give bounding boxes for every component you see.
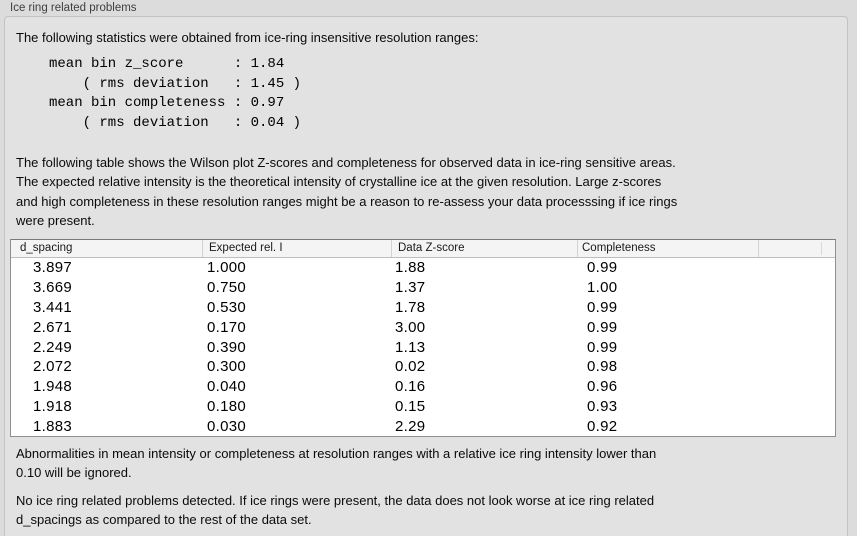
table-cell: 2.072 bbox=[33, 358, 73, 376]
table-row[interactable]: 1.918 0.180 0.15 0.93 bbox=[11, 397, 835, 417]
column-header-completeness[interactable]: Completeness bbox=[577, 240, 758, 257]
table-cell-filler bbox=[758, 338, 835, 358]
table-cell: 2.249 bbox=[33, 338, 73, 356]
table-header-row: d_spacing Expected rel. I Data Z-score Comp… bbox=[11, 240, 835, 258]
table-cell: 0.92 bbox=[587, 418, 618, 435]
table-cell: 0.300 bbox=[207, 358, 247, 376]
table-cell: 1.883 bbox=[33, 418, 73, 435]
table-cell: 1.78 bbox=[395, 298, 426, 316]
statistics-block: mean bin z_score : 1.84 ( rms deviation … bbox=[49, 56, 302, 131]
table-cell: 0.96 bbox=[587, 378, 618, 396]
table-row[interactable]: 1.883 0.030 2.29 0.92 bbox=[11, 417, 835, 436]
table-cell: 0.170 bbox=[207, 318, 247, 336]
table-cell: 0.99 bbox=[587, 318, 618, 336]
table-cell: 0.040 bbox=[207, 378, 247, 396]
intro-text: The following statistics were obtained f… bbox=[16, 30, 479, 45]
table-cell-filler bbox=[758, 357, 835, 377]
table-cell: 1.000 bbox=[207, 259, 247, 276]
table-cell: 0.180 bbox=[207, 398, 247, 416]
table-cell: 0.530 bbox=[207, 298, 247, 316]
table-row[interactable]: 2.671 0.170 3.00 0.99 bbox=[11, 318, 835, 338]
table-cell: 2.29 bbox=[395, 418, 426, 435]
table-cell: 1.37 bbox=[395, 278, 426, 296]
ignore-note-text: Abnormalities in mean intensity or compl… bbox=[16, 446, 657, 481]
table-cell: 0.98 bbox=[587, 358, 618, 376]
table-cell-filler bbox=[758, 258, 835, 278]
table-row[interactable]: 3.441 0.530 1.78 0.99 bbox=[11, 298, 835, 318]
table-cell-filler bbox=[758, 318, 835, 338]
table-cell-filler bbox=[758, 397, 835, 417]
table-cell: 0.99 bbox=[587, 259, 618, 276]
conclusion-text: No ice ring related problems detected. I… bbox=[16, 493, 655, 528]
ice-ring-table-body: 3.897 1.000 1.88 0.99 3.669 0.750 1.37 1.00 3.44… bbox=[11, 258, 835, 436]
table-cell: 1.00 bbox=[587, 278, 618, 296]
table-cell: 0.16 bbox=[395, 378, 426, 396]
table-cell: 3.441 bbox=[33, 298, 73, 316]
table-cell: 0.030 bbox=[207, 418, 247, 435]
table-cell: 0.99 bbox=[587, 338, 618, 356]
table-cell: 0.99 bbox=[587, 298, 618, 316]
table-cell: 1.918 bbox=[33, 398, 73, 416]
column-header-data-z-score[interactable]: Data Z-score bbox=[391, 240, 577, 257]
table-cell: 0.93 bbox=[587, 398, 618, 416]
column-header-expected-rel-i[interactable]: Expected rel. I bbox=[202, 240, 391, 257]
table-cell: 3.897 bbox=[33, 259, 73, 276]
header-filler-separator bbox=[821, 242, 822, 255]
column-header-filler bbox=[758, 240, 835, 257]
table-row[interactable]: 2.249 0.390 1.13 0.99 bbox=[11, 338, 835, 358]
table-cell: 2.671 bbox=[33, 318, 73, 336]
table-cell: 0.390 bbox=[207, 338, 247, 356]
table-cell: 0.750 bbox=[207, 278, 247, 296]
table-cell-filler bbox=[758, 298, 835, 318]
table-cell-filler bbox=[758, 377, 835, 397]
table-cell-filler bbox=[758, 278, 835, 298]
table-cell: 0.02 bbox=[395, 358, 426, 376]
column-header-d-spacing[interactable]: d_spacing bbox=[20, 242, 73, 254]
table-cell: 1.948 bbox=[33, 378, 73, 396]
ice-ring-table[interactable]: d_spacing Expected rel. I Data Z-score Comp… bbox=[10, 239, 836, 437]
table-cell: 1.88 bbox=[395, 259, 426, 276]
table-cell: 1.13 bbox=[395, 338, 426, 356]
table-row[interactable]: 1.948 0.040 0.16 0.96 bbox=[11, 377, 835, 397]
table-cell-filler bbox=[758, 417, 835, 436]
table-cell: 3.00 bbox=[395, 318, 426, 336]
table-row[interactable]: 2.072 0.300 0.02 0.98 bbox=[11, 357, 835, 377]
table-row[interactable]: 3.669 0.750 1.37 1.00 bbox=[11, 278, 835, 298]
table-cell: 3.669 bbox=[33, 278, 73, 296]
table-cell: 0.15 bbox=[395, 398, 426, 416]
panel-title: Ice ring related problems bbox=[10, 2, 137, 14]
table-row[interactable]: 3.897 1.000 1.88 0.99 bbox=[11, 258, 835, 278]
table-intro-text: The following table shows the Wilson plo… bbox=[16, 155, 678, 228]
